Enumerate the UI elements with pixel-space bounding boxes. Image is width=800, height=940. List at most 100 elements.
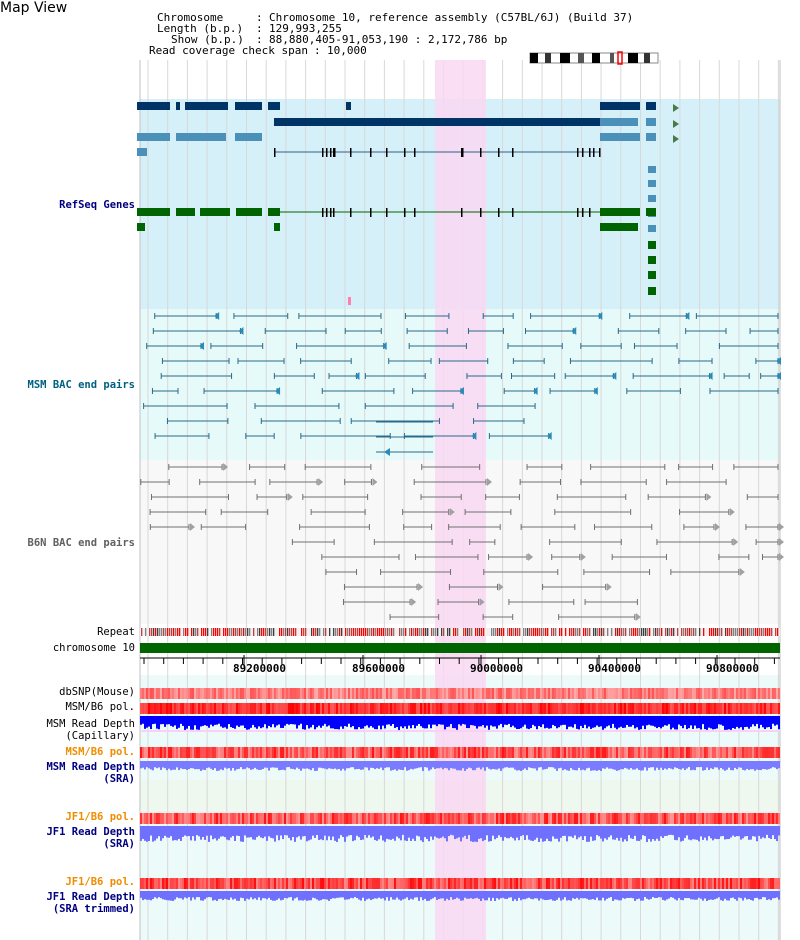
depth-bar [694, 761, 696, 771]
depth-bar [660, 826, 662, 837]
depth-bar [294, 826, 296, 842]
depth-bar [760, 716, 762, 725]
depth-bar [690, 826, 692, 841]
chromosome-ideogram[interactable] [529, 51, 659, 65]
snp-cell [542, 688, 544, 699]
depth-bar [548, 716, 550, 729]
snp-cell [756, 878, 758, 889]
snp-cell [638, 703, 640, 714]
msm-bac-label[interactable]: MSM BAC end pairs [27, 379, 135, 391]
snp-cell [740, 703, 742, 714]
snp-cell [332, 703, 334, 714]
depth-bar [516, 891, 518, 901]
repeat-mark [577, 628, 579, 636]
depth-bar [476, 891, 478, 898]
refseq-label[interactable]: RefSeq Genes [59, 199, 135, 211]
depth-bar [702, 716, 704, 725]
snp-cell [714, 813, 716, 824]
depth-bar [228, 826, 230, 841]
snp-cell [194, 703, 196, 714]
snp-cell [204, 878, 206, 889]
depth-bar [376, 891, 378, 899]
snp-cell [252, 747, 254, 758]
snp-cell [516, 688, 518, 699]
snp-cell [188, 703, 190, 714]
depth-bar [638, 716, 640, 730]
depth-bar [716, 891, 718, 899]
snp-cell [400, 878, 402, 889]
snp-cell [496, 878, 498, 889]
depth-bar [314, 826, 316, 838]
depth-bar [684, 761, 686, 771]
depth-bar [706, 761, 708, 768]
depth-bar [156, 891, 158, 899]
depth-bar [220, 716, 222, 727]
snp-cell [722, 747, 724, 758]
snp-cell [158, 703, 160, 714]
snp-cell [726, 878, 728, 889]
snp-cell [750, 747, 752, 758]
depth-bar [196, 716, 198, 730]
snp-cell [636, 688, 638, 699]
depth-bar [570, 891, 572, 901]
snp-cell [152, 813, 154, 824]
snp-cell [680, 813, 682, 824]
snp-cell [176, 878, 178, 889]
depth-bar [490, 716, 492, 726]
snp-cell [464, 703, 466, 714]
depth-bar [184, 716, 186, 730]
snp-cell [384, 703, 386, 714]
depth-bar [154, 891, 156, 898]
depth-bar [702, 826, 704, 840]
depth-bar [714, 716, 716, 730]
snp-cell [700, 688, 702, 699]
depth-bar [174, 761, 176, 770]
snp-cell [340, 703, 342, 714]
depth-bar [746, 761, 748, 769]
msm-depth-cap-label: MSM Read Depth [46, 718, 135, 730]
snp-cell [710, 747, 712, 758]
snp-cell [260, 703, 262, 714]
axis-tick-label: 90000000 [470, 662, 523, 675]
depth-bar [248, 891, 250, 900]
depth-bar [350, 891, 352, 898]
depth-bar [246, 891, 248, 899]
repeat-label: Repeat [97, 626, 135, 638]
b6n-bac-pairs[interactable] [140, 463, 784, 621]
snp-cell [464, 878, 466, 889]
depth-bar [342, 826, 344, 837]
depth-bar [264, 826, 266, 837]
repeat-mark [273, 628, 275, 636]
snp-cell [386, 878, 388, 889]
depth-bar [662, 761, 664, 770]
snp-cell [524, 878, 526, 889]
depth-bar [420, 716, 422, 727]
b6n-bac-label[interactable]: B6N BAC end pairs [27, 537, 135, 549]
snp-cell [600, 688, 602, 699]
depth-bar [680, 891, 682, 900]
depth-bar [196, 891, 198, 898]
depth-bar [320, 891, 322, 901]
depth-bar [456, 761, 458, 771]
repeat-mark [671, 628, 673, 636]
depth-bar [496, 891, 498, 899]
ideogram-band [545, 53, 551, 63]
depth-bar [186, 761, 188, 770]
snp-cell [148, 703, 150, 714]
snp-cell [610, 747, 612, 758]
map-view-title: Map View [0, 0, 68, 16]
depth-bar [362, 716, 364, 729]
depth-bar [690, 761, 692, 771]
snp-cell [622, 813, 624, 824]
depth-bar [422, 761, 424, 771]
snp-cell [748, 703, 750, 714]
snp-cell [230, 688, 232, 699]
snp-cell [162, 703, 164, 714]
msm-bac-pairs[interactable] [143, 312, 781, 456]
snp-cell [188, 747, 190, 758]
depth-bar [398, 826, 400, 839]
snp-cell [334, 747, 336, 758]
snp-cell [490, 747, 492, 758]
refseq-genes[interactable] [137, 102, 679, 305]
